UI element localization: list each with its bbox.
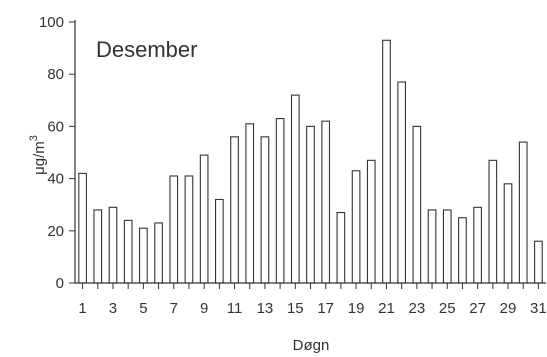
bar-day-8 [184,175,194,284]
x-tick-label: 15 [287,300,304,317]
x-tick-label: 27 [469,300,486,317]
bar-day-24 [427,209,437,284]
bar-day-28 [488,159,498,284]
bar-day-12 [245,123,255,284]
bar-day-10 [214,198,224,284]
bar-day-22 [397,81,407,284]
bar-day-13 [260,136,270,284]
bar-day-1 [78,172,87,284]
y-axis-title-text: μg/m [31,141,48,175]
x-tick-label: 11 [227,300,243,317]
y-axis: 0 20 40 60 80 100 [39,14,75,292]
x-tick-label: 31 [530,300,547,317]
bar-day-6 [154,222,163,284]
x-tick-label: 9 [200,300,208,317]
x-tick-label: 21 [378,300,395,317]
chart-title: Desember [96,37,197,62]
bar-day-21 [382,39,391,284]
bar-day-7 [169,175,179,284]
bar-day-29 [503,183,513,284]
y-tick-label: 60 [47,118,64,135]
svg-text:μg/m3: μg/m3 [28,135,48,175]
y-tick-label: 0 [56,275,64,292]
bar-day-16 [306,125,315,284]
x-tick-label: 25 [439,300,456,317]
x-tick-label: 23 [409,300,426,317]
x-tick-label: 3 [109,300,117,317]
y-axis-title-superscript: 3 [28,135,40,141]
bar-day-19 [351,170,361,284]
x-axis-title: Døgn [293,337,330,354]
x-tick-label: 13 [257,300,274,317]
y-tick-label: 40 [47,171,64,188]
bar-day-17 [321,120,331,284]
bar-day-20 [366,159,376,284]
bar-day-15 [290,94,300,284]
bar-day-23 [412,125,422,284]
bar-day-4 [123,219,133,284]
bar-day-5 [139,227,148,284]
bar-day-3 [108,206,118,284]
bar-day-18 [336,211,346,284]
bar-day-31 [534,240,543,284]
x-tick-label: 5 [139,300,147,317]
x-axis: 1 3 5 7 9 11 13 15 17 19 21 23 25 27 29 31 [78,283,547,317]
x-tick-label: 29 [500,300,517,317]
bars [78,39,543,284]
bar-day-9 [199,154,209,284]
y-axis-title: μg/m3 [28,135,48,175]
x-tick-label: 7 [170,300,178,317]
bar-day-27 [473,206,482,284]
y-tick-label: 100 [39,14,64,31]
y-tick-label: 20 [47,223,64,240]
y-tick-label: 80 [47,66,64,83]
bar-day-11 [230,136,239,284]
bar-day-2 [93,209,103,284]
x-tick-label: 17 [317,300,334,317]
bar-day-25 [442,209,452,284]
x-tick-label: 19 [348,300,365,317]
bar-day-14 [275,118,285,284]
bar-day-26 [458,217,467,284]
x-tick-label: 1 [78,300,86,317]
bar-day-30 [518,141,528,284]
